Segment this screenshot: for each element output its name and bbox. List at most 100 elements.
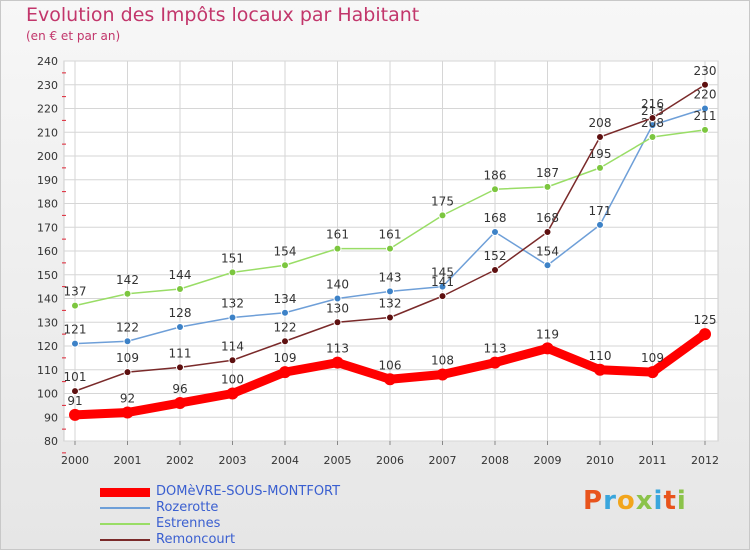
data-point [438, 211, 447, 220]
data-point [121, 406, 134, 419]
logo-letter: r [603, 486, 617, 516]
data-label: 208 [589, 116, 612, 130]
data-point [123, 289, 132, 298]
x-tick-label: 2003 [219, 454, 247, 467]
data-point [123, 368, 132, 377]
legend-label: Estrennes [156, 516, 221, 531]
data-label: 100 [221, 373, 244, 387]
data-point [331, 356, 344, 369]
data-label: 152 [484, 249, 507, 263]
data-label: 144 [169, 268, 192, 282]
x-tick-label: 2012 [691, 454, 719, 467]
data-point [701, 80, 709, 89]
logo-letter: P [583, 486, 604, 516]
data-point [491, 185, 499, 194]
data-point [176, 285, 184, 293]
data-point [174, 397, 186, 409]
data-point [386, 244, 394, 253]
data-label: 195 [589, 147, 612, 161]
x-tick-label: 2006 [376, 454, 404, 467]
legend-swatch [100, 523, 150, 525]
data-label: 128 [169, 306, 192, 320]
data-point [71, 301, 79, 310]
data-point [386, 287, 394, 296]
y-tick-label: 220 [37, 103, 58, 116]
data-point [648, 133, 657, 141]
proxiti-logo: Proxiti [583, 486, 687, 516]
data-point [491, 266, 499, 274]
data-point [438, 292, 447, 301]
data-point [543, 228, 552, 236]
y-tick-label: 150 [37, 269, 58, 282]
data-label: 137 [64, 285, 87, 299]
y-tick-label: 130 [37, 316, 58, 329]
data-label: 187 [536, 166, 559, 180]
data-label: 106 [379, 358, 402, 372]
y-tick-label: 80 [44, 435, 58, 448]
data-label: 151 [221, 251, 244, 265]
data-label: 211 [694, 109, 717, 123]
data-label: 122 [274, 320, 297, 334]
data-point [69, 408, 81, 421]
data-label: 101 [64, 370, 87, 384]
data-label: 132 [221, 297, 244, 311]
data-point [281, 337, 289, 346]
y-tick-label: 180 [37, 198, 58, 211]
x-tick-label: 2010 [586, 454, 614, 467]
data-point [596, 163, 604, 172]
data-point [123, 337, 132, 346]
data-label: 216 [641, 97, 664, 111]
logo-letter: t [663, 486, 677, 516]
chart-title: Evolution des Impôts locaux par Habitant [26, 4, 420, 26]
data-point [386, 313, 394, 322]
data-point [281, 308, 289, 317]
data-label: 186 [484, 168, 507, 182]
data-point [384, 373, 396, 386]
legend-label: Rozerotte [156, 500, 219, 515]
data-point [71, 339, 79, 348]
y-tick-label: 200 [37, 150, 58, 163]
y-tick-label: 210 [37, 126, 58, 139]
data-label: 230 [694, 64, 717, 78]
x-tick-label: 2009 [534, 454, 562, 467]
data-label: 171 [589, 204, 612, 218]
data-label: 168 [536, 211, 559, 225]
data-label: 143 [379, 270, 402, 284]
x-tick-label: 2002 [166, 454, 194, 467]
data-label: 175 [431, 194, 454, 208]
data-point [489, 356, 501, 369]
data-label: 108 [431, 354, 454, 368]
data-label: 110 [589, 349, 612, 363]
legend-swatch [100, 507, 150, 509]
legend-swatch [100, 539, 150, 541]
data-point [436, 368, 449, 381]
data-label: 119 [536, 327, 559, 341]
x-tick-label: 2000 [61, 454, 89, 467]
data-point [228, 356, 237, 365]
data-label: 114 [221, 339, 244, 353]
y-tick-label: 160 [37, 245, 58, 258]
data-point [228, 268, 237, 277]
data-label: 122 [116, 320, 139, 334]
data-point [596, 220, 604, 229]
data-point [543, 182, 552, 191]
data-label: 161 [326, 228, 349, 242]
y-tick-label: 120 [37, 340, 58, 353]
x-tick-label: 2001 [114, 454, 142, 467]
data-point [701, 125, 709, 134]
data-point [648, 114, 657, 122]
data-label: 91 [67, 394, 82, 408]
data-point [646, 366, 659, 379]
data-point [438, 282, 447, 291]
data-point [543, 261, 552, 270]
data-label: 125 [694, 313, 717, 327]
y-tick-label: 240 [37, 55, 58, 68]
data-label: 132 [379, 297, 402, 311]
data-point [176, 363, 184, 372]
y-tick-label: 170 [37, 221, 58, 234]
data-point [71, 387, 79, 396]
y-tick-label: 100 [37, 388, 58, 401]
data-point [176, 323, 184, 331]
data-point [281, 261, 289, 270]
